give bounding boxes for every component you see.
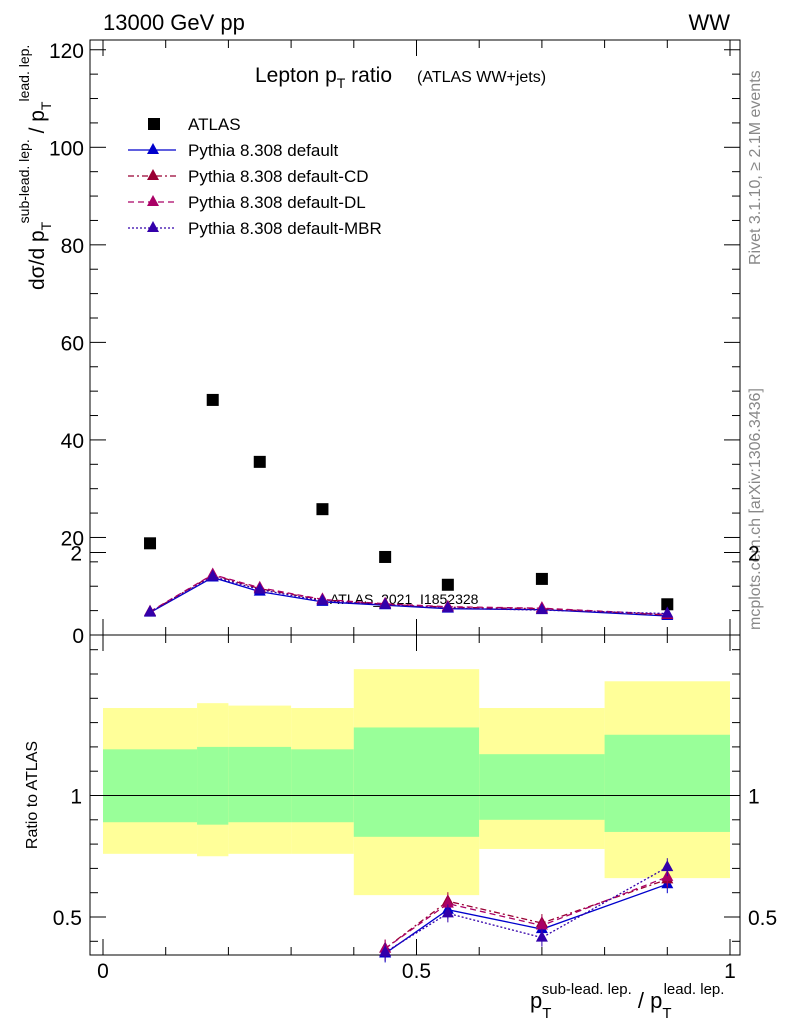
legend-marker: [147, 169, 159, 180]
rivet-version-label: Rivet 3.1.10, ≥ 2.1M events: [747, 70, 764, 265]
atlas-data-point: [206, 393, 219, 406]
ratio-y-ticks: 0.5 0.5 1 1 2 2: [53, 543, 777, 942]
ratio-series-point: [535, 930, 548, 942]
main-y-tick-label: 0: [72, 625, 84, 648]
plot-title: Lepton pT ratio: [255, 64, 392, 91]
header-right: WW: [688, 10, 730, 35]
mc-series-point: [206, 569, 219, 581]
ratio-series-point: [441, 896, 454, 908]
atlas-data-point: [144, 537, 157, 550]
ratio-y-axis-label: Ratio to ATLAS: [24, 741, 41, 849]
atlas-data-point: [379, 550, 392, 563]
mc-series-point: [661, 606, 674, 618]
main-x-ticks: [102, 40, 731, 635]
legend-label: ATLAS: [188, 115, 241, 134]
mc-series-line: [149, 575, 668, 615]
main-panel: 0 20 40 60 80 100 120 Lepton pT ratio (ATLAS W…: [16, 39, 741, 648]
legend-label: Pythia 8.308 default-CD: [188, 167, 369, 186]
ratio-series-point: [379, 945, 392, 957]
legend-marker: [147, 195, 159, 206]
legend-label: Pythia 8.308 default: [188, 141, 339, 160]
ratio-y-tick-label-right: 1: [748, 786, 760, 809]
main-y-tick-label: 20: [61, 527, 84, 550]
main-plot-area: [144, 393, 674, 620]
ratio-series-point: [661, 860, 674, 872]
atlas-data-point: [253, 455, 266, 468]
ratio-x-tick-label: 1: [724, 960, 736, 983]
atlas-data-point: [535, 572, 548, 585]
plot-title-tail: ratio: [345, 64, 392, 87]
mcplots-label: mcplots.cern.ch [arXiv:1306.3436]: [747, 388, 764, 630]
main-y-tick-label: 80: [61, 235, 84, 258]
mc-series-point: [441, 601, 454, 613]
plot-subtitle: (ATLAS WW+jets): [417, 69, 546, 86]
legend: ATLAS Pythia 8.308 default Pythia 8.308 de…: [128, 115, 382, 238]
ratio-y-tick-label: 0.5: [53, 907, 82, 930]
ratio-band-inner: [291, 749, 354, 823]
header-left: 13000 GeV pp: [103, 10, 245, 35]
x-axis-label: pTsub-lead. lep. / pTlead. lep.: [530, 981, 724, 1022]
ratio-y-tick-label: 1: [70, 786, 82, 809]
main-y-ticks: 0 20 40 60 80 100 120: [49, 40, 740, 648]
ratio-panel: 0.5 0.51 12 2 0 0.5 1 Ratio to ATLAS pTsub-le…: [24, 543, 777, 1023]
mc-series-point: [144, 605, 157, 617]
mc-series-line: [149, 573, 668, 616]
main-y-axis-label: dσ/d pTsub-lead. lep. / pTlead. lep.: [16, 45, 54, 290]
mc-series-point: [253, 582, 266, 594]
plot-title-sub: T: [337, 75, 346, 91]
atlas-data-point: [316, 503, 329, 516]
main-y-tick-label: 40: [61, 430, 84, 453]
main-y-tick-label: 60: [61, 332, 84, 355]
main-y-tick-label: 100: [49, 137, 84, 160]
ratio-band-inner: [197, 746, 229, 825]
mc-series-point: [316, 593, 329, 605]
ratio-y-tick-label: 2: [70, 543, 82, 566]
mc-series-point: [379, 597, 392, 609]
ratio-x-tick-label: 0.5: [402, 960, 431, 983]
svg-text:dσ/d pTsub-lead. lep. / pTlead: dσ/d pTsub-lead. lep. / pTlead. lep.: [16, 45, 54, 290]
ratio-series-line: [384, 866, 668, 953]
legend-label: Pythia 8.308 default-DL: [188, 193, 366, 212]
ratio-series-line: [384, 876, 668, 950]
atlas-data-point: [441, 578, 454, 591]
legend-marker: [147, 221, 159, 232]
ratio-y-tick-label-right: 2: [748, 543, 760, 566]
main-y-tick-label: 120: [49, 40, 84, 63]
legend-marker-atlas: [148, 118, 160, 130]
ratio-band-inner: [604, 734, 730, 832]
ratio-band-inner: [228, 746, 292, 823]
ratio-series-point: [441, 906, 454, 918]
ratio-plot-area: [379, 858, 674, 963]
ratio-band-inner: [353, 727, 480, 837]
mc-series-point: [535, 603, 548, 615]
ratio-series-line: [384, 883, 668, 954]
plot-title-main: Lepton p: [255, 64, 337, 87]
ratio-band-inner: [103, 749, 198, 823]
ratio-uncertainty-bands: [103, 669, 730, 896]
ratio-series-point: [535, 918, 548, 930]
ratio-y-tick-label-right: 0.5: [748, 907, 777, 930]
legend-marker: [147, 143, 159, 154]
ratio-band-inner: [479, 754, 605, 820]
legend-label: Pythia 8.308 default-MBR: [188, 219, 382, 238]
atlas-data-point: [661, 598, 674, 611]
ratio-x-tick-label: 0: [97, 960, 109, 983]
ratio-x-ticks: 0 0.5 1: [97, 635, 736, 983]
